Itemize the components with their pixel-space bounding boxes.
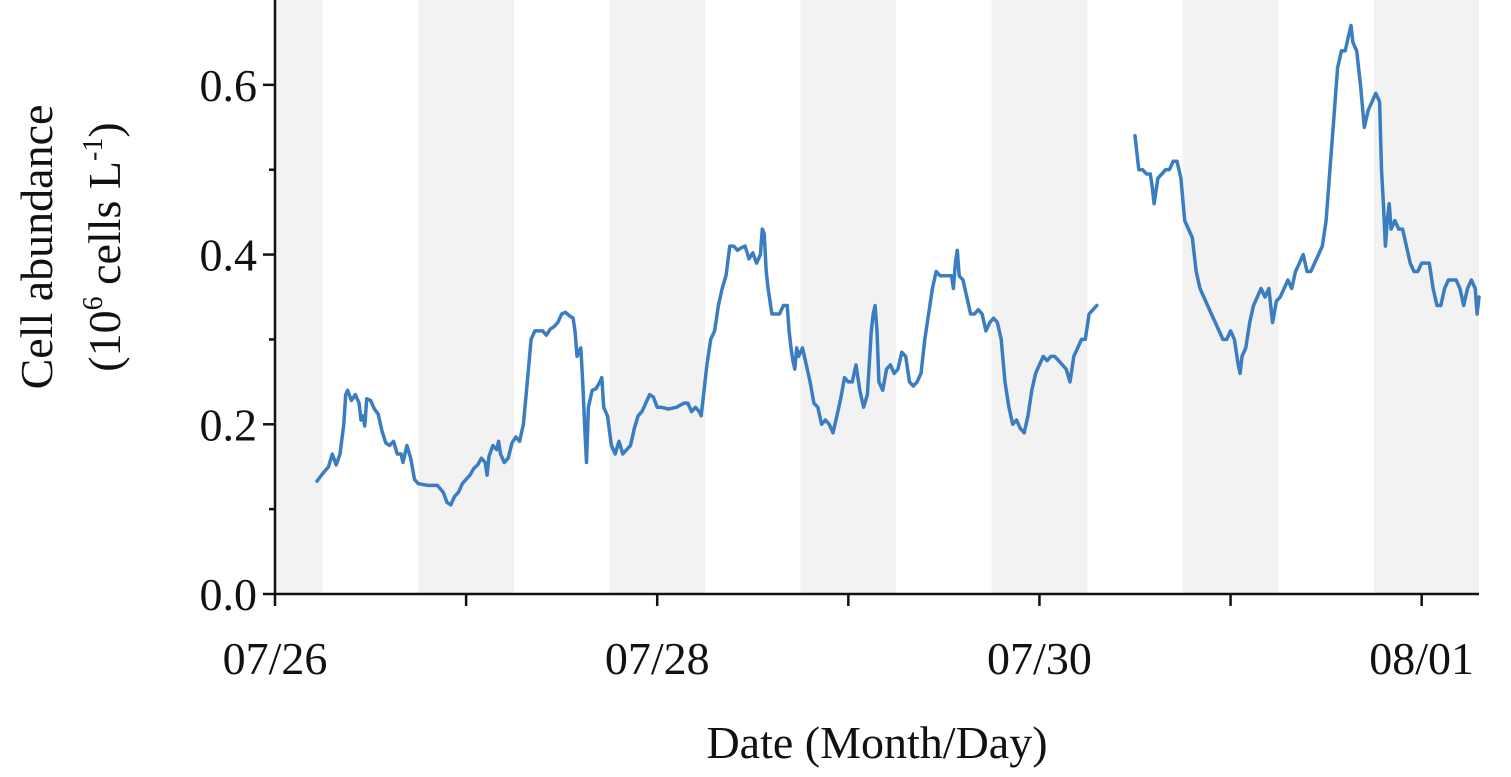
axes: [273, 0, 1479, 596]
x-tick-label-6: 08/01: [1369, 633, 1474, 684]
y-axis-title-open: (10: [79, 310, 130, 371]
x-axis-title: Date (Month/Day): [706, 717, 1047, 768]
night-band-2: [609, 0, 705, 594]
x-tick-label-4: 07/30: [987, 633, 1092, 684]
y-axis-title-line1: Cell abundance: [11, 105, 62, 390]
ticks: 07/26 07/28 07/30 08/01 0.0 0.2 0.4 0.6: [200, 60, 1475, 684]
series-lines: [315, 23, 1481, 507]
night-band-1: [418, 0, 514, 594]
night-band-0: [275, 0, 323, 594]
y-tick-label-3: 0.6: [200, 60, 258, 111]
series-line-segment-1: [315, 227, 1099, 507]
y-tick-label-0: 0.0: [200, 569, 258, 620]
series-line-segment-2: [1133, 23, 1481, 376]
x-tick-label-0: 07/26: [223, 633, 328, 684]
y-axis-title-unit-exponent: -1: [78, 138, 109, 161]
y-axis-title: Cell abundance (106 cells L-1): [11, 105, 130, 390]
y-axis-title-unit: cells L: [79, 161, 130, 296]
y-tick-label-1: 0.2: [200, 399, 258, 450]
night-band-5: [1182, 0, 1279, 594]
night-shading: [275, 0, 1479, 594]
night-band-3: [800, 0, 897, 594]
y-axis-title-exponent: 6: [78, 296, 109, 310]
y-tick-label-2: 0.4: [200, 230, 258, 281]
y-axis-title-close: ): [79, 122, 130, 137]
night-band-4: [991, 0, 1088, 594]
y-axis-title-line2: (106 cells L-1): [78, 122, 130, 371]
x-tick-label-2: 07/28: [605, 633, 710, 684]
